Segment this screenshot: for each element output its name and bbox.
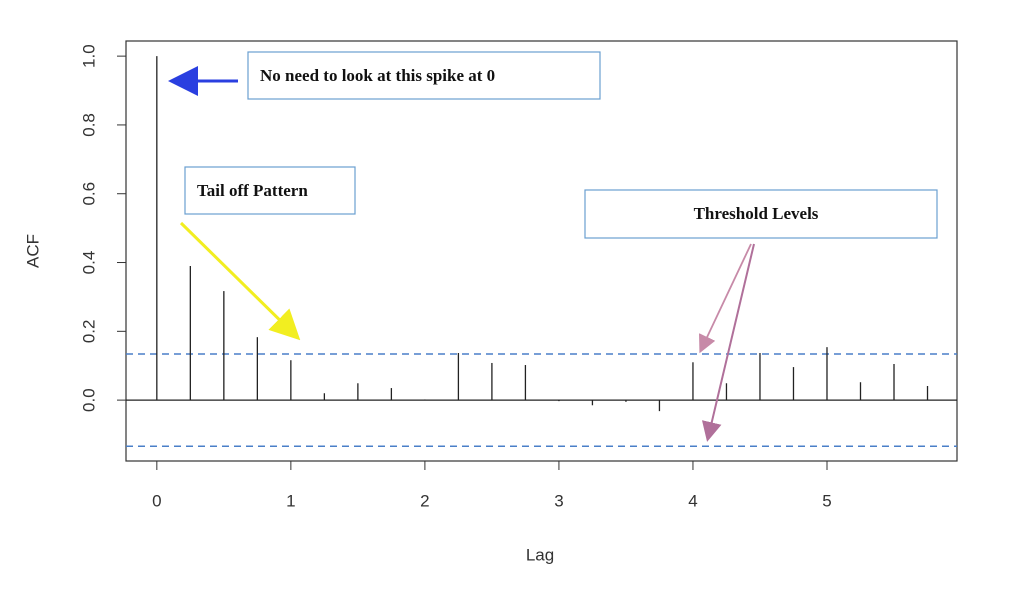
x-tick-label: 4 [688,491,697,510]
annotation-arrow [699,243,752,354]
annotation-arrow [701,243,755,442]
annotations: No need to look at this spike at 0 Tail … [168,51,938,442]
y-tick-label: 0.4 [79,251,98,275]
annotation-text: Tail off Pattern [197,181,308,200]
x-tick-label: 3 [554,491,563,510]
annotation-box [184,166,356,215]
x-tick-label: 5 [822,491,831,510]
annotation-box [584,189,938,239]
y-tick-label: 0.2 [79,319,98,343]
x-axis-label: Lag [526,545,554,564]
y-tick-label: 0.8 [79,113,98,137]
annotation-box [247,51,601,100]
x-tick-label: 1 [286,491,295,510]
y-axis-label: ACF [23,234,42,268]
annotation-text: No need to look at this spike at 0 [260,66,495,85]
plot-marks: 0 1 2 3 4 5 0.0 0.2 0.4 0.6 0.8 1.0 [79,44,957,510]
x-tick-label: 0 [152,491,161,510]
annotation-arrow [179,221,301,341]
annotation-text: Threshold Levels [694,204,819,223]
plot-frame [125,40,958,462]
y-tick-label: 1.0 [79,44,98,68]
y-tick-label: 0.6 [79,182,98,206]
y-tick-label: 0.0 [79,388,98,412]
x-tick-label: 2 [420,491,429,510]
